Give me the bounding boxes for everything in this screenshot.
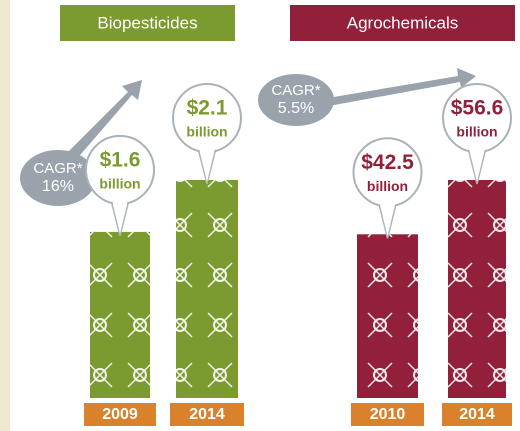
category-label: 2009 (102, 406, 138, 423)
category-box (84, 403, 156, 426)
callout-cover (112, 199, 128, 234)
value-label: $1.6 (100, 148, 141, 171)
cagr-value: 16% (42, 178, 74, 195)
value-unit: billion (186, 124, 227, 140)
group-header (290, 5, 515, 41)
cagr-value: 5.5% (278, 100, 314, 117)
value-label: $56.6 (451, 97, 504, 120)
bar-decoration (448, 180, 506, 398)
bar-decoration (357, 234, 418, 398)
group-header (60, 5, 235, 41)
category-box (442, 403, 512, 426)
callout-cover (379, 202, 396, 237)
value-unit: billion (456, 124, 497, 140)
growth-arrow (292, 68, 476, 112)
bar-decoration (90, 231, 150, 398)
group-title: Agrochemicals (347, 13, 459, 32)
cagr-label: CAGR* (271, 82, 320, 99)
cagr-label: CAGR* (33, 160, 82, 177)
category-box (170, 403, 244, 426)
category-label: 2014 (459, 406, 495, 423)
callout-cover (469, 148, 485, 182)
cagr-bubble (20, 150, 96, 206)
value-unit: billion (99, 176, 140, 192)
category-label: 2010 (370, 406, 406, 423)
category-label: 2014 (189, 406, 225, 423)
group-title: Biopesticides (97, 13, 197, 32)
value-label: $42.5 (361, 151, 414, 174)
category-box (351, 403, 424, 426)
chart-layer: BiopesticidesCAGR*16%$1.6billion2009$2.1… (20, 5, 515, 426)
value-label: $2.1 (187, 97, 228, 120)
value-unit: billion (367, 178, 408, 194)
bar-decoration (176, 180, 238, 398)
side-strip (0, 0, 10, 431)
callout-cover (199, 148, 215, 182)
cagr-bubble (258, 74, 334, 126)
growth-arrow (52, 80, 142, 176)
